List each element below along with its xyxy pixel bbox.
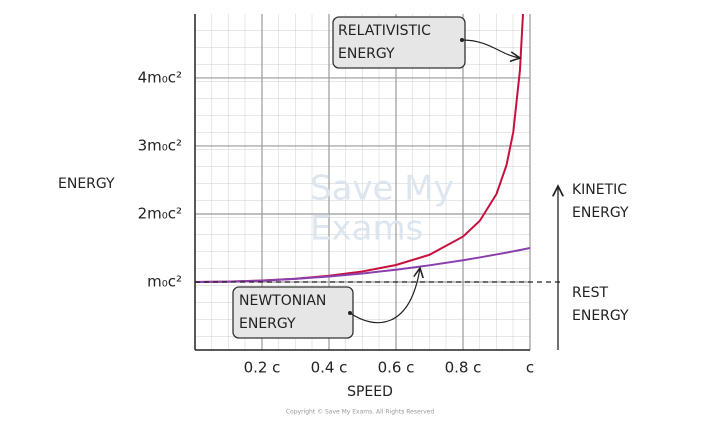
annotation-dot <box>348 311 352 315</box>
y-tick-label: 4m₀c² <box>138 68 182 86</box>
x-tick-label: c <box>526 359 534 377</box>
annotation: REST <box>572 285 608 301</box>
x-tick-label: 0.8 c <box>445 359 482 377</box>
y-tick-label: m₀c² <box>147 272 182 290</box>
annotation-box <box>232 286 354 339</box>
annotation-arrow <box>349 268 420 324</box>
y-tick-label: 3m₀c² <box>138 136 182 154</box>
annotation-dot <box>460 38 464 42</box>
series-line <box>195 246 530 283</box>
annotation-arrow <box>461 39 520 58</box>
annotation: KINETIC <box>572 182 627 198</box>
annotation: ENERGY <box>572 205 629 221</box>
annotation: ENERGY <box>572 308 629 324</box>
annotation: ENERGY <box>338 46 395 62</box>
watermark: Exams <box>310 209 423 249</box>
y-tick-label: 2m₀c² <box>138 204 182 222</box>
annotation: NEWTONIAN <box>239 293 326 309</box>
x-tick-label: 0.4 c <box>311 359 348 377</box>
plot-area <box>195 14 530 283</box>
annotation: ENERGY <box>239 316 296 332</box>
copyright: Copyright © Save My Exams. All Rights Re… <box>286 409 435 416</box>
annotation: RELATIVISTIC <box>338 23 431 39</box>
x-tick-label: 0.2 c <box>244 359 281 377</box>
x-axis-label: SPEED <box>347 384 393 400</box>
annotation-box <box>332 16 466 69</box>
x-tick-label: 0.6 c <box>378 359 415 377</box>
y-axis-label: ENERGY <box>58 176 115 192</box>
watermark: Save My <box>310 169 454 209</box>
